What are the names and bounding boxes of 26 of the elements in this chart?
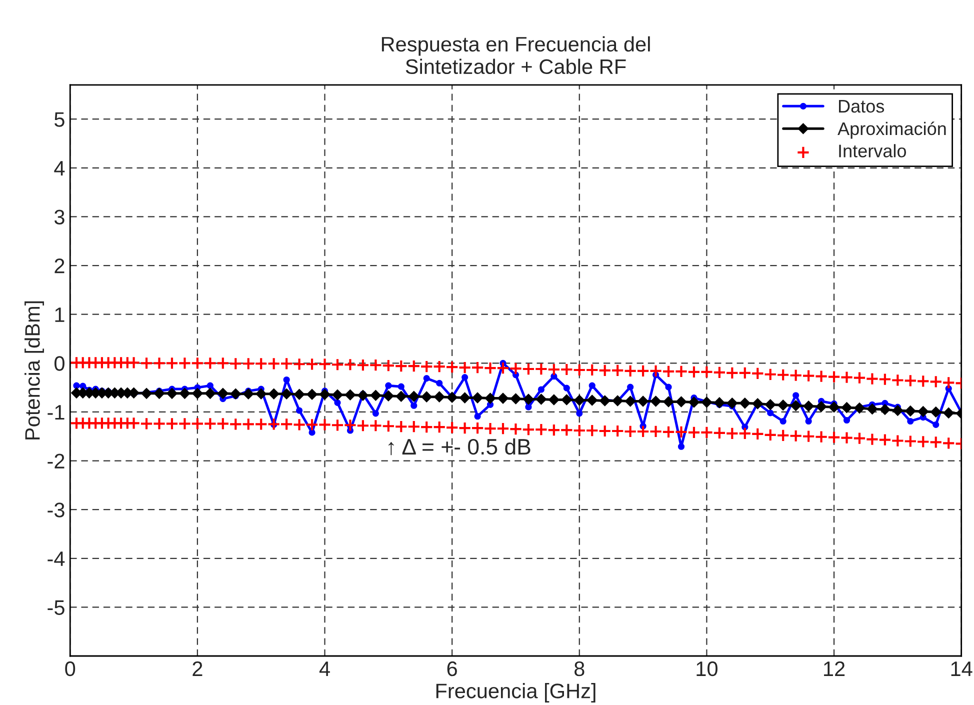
legend-label: Datos (838, 100, 884, 113)
x-axis-title: Frecuencia [GHz] (436, 683, 596, 702)
x-tick-label: 10 (696, 661, 718, 676)
x-tick-label: 14 (951, 662, 972, 676)
y-tick-label: 5 (54, 112, 64, 127)
y-tick-label: -2 (48, 454, 64, 468)
y-tick-label: 2 (54, 258, 64, 274)
x-tick-label: 6 (447, 661, 457, 676)
y-tick-label: 1 (55, 308, 64, 322)
chart-title: Respuesta en Frecuencia del Sintetizador + Cable RF (382, 36, 650, 74)
legend-label: Intervalo (839, 144, 906, 158)
x-tick-label: 8 (574, 661, 584, 676)
y-tick-label: 3 (54, 210, 64, 224)
y-tick-label: 0 (54, 356, 64, 371)
x-tick-label: 4 (319, 662, 330, 676)
y-tick-label: -4 (48, 552, 65, 566)
x-tick-label: 0 (65, 661, 76, 676)
y-tick-label: -1 (48, 405, 64, 420)
x-tick-label: 2 (192, 661, 202, 676)
annotation: ↑ Δ = +- 0.5 dB (388, 438, 530, 456)
x-tick-label: 12 (824, 661, 845, 676)
y-axis-title: Potencia [dBm] (24, 301, 44, 440)
legend-label: Aproximación (838, 122, 946, 139)
y-tick-label: 4 (54, 161, 65, 176)
y-tick-label: -3 (48, 502, 64, 518)
y-tick-label: -5 (48, 600, 64, 615)
